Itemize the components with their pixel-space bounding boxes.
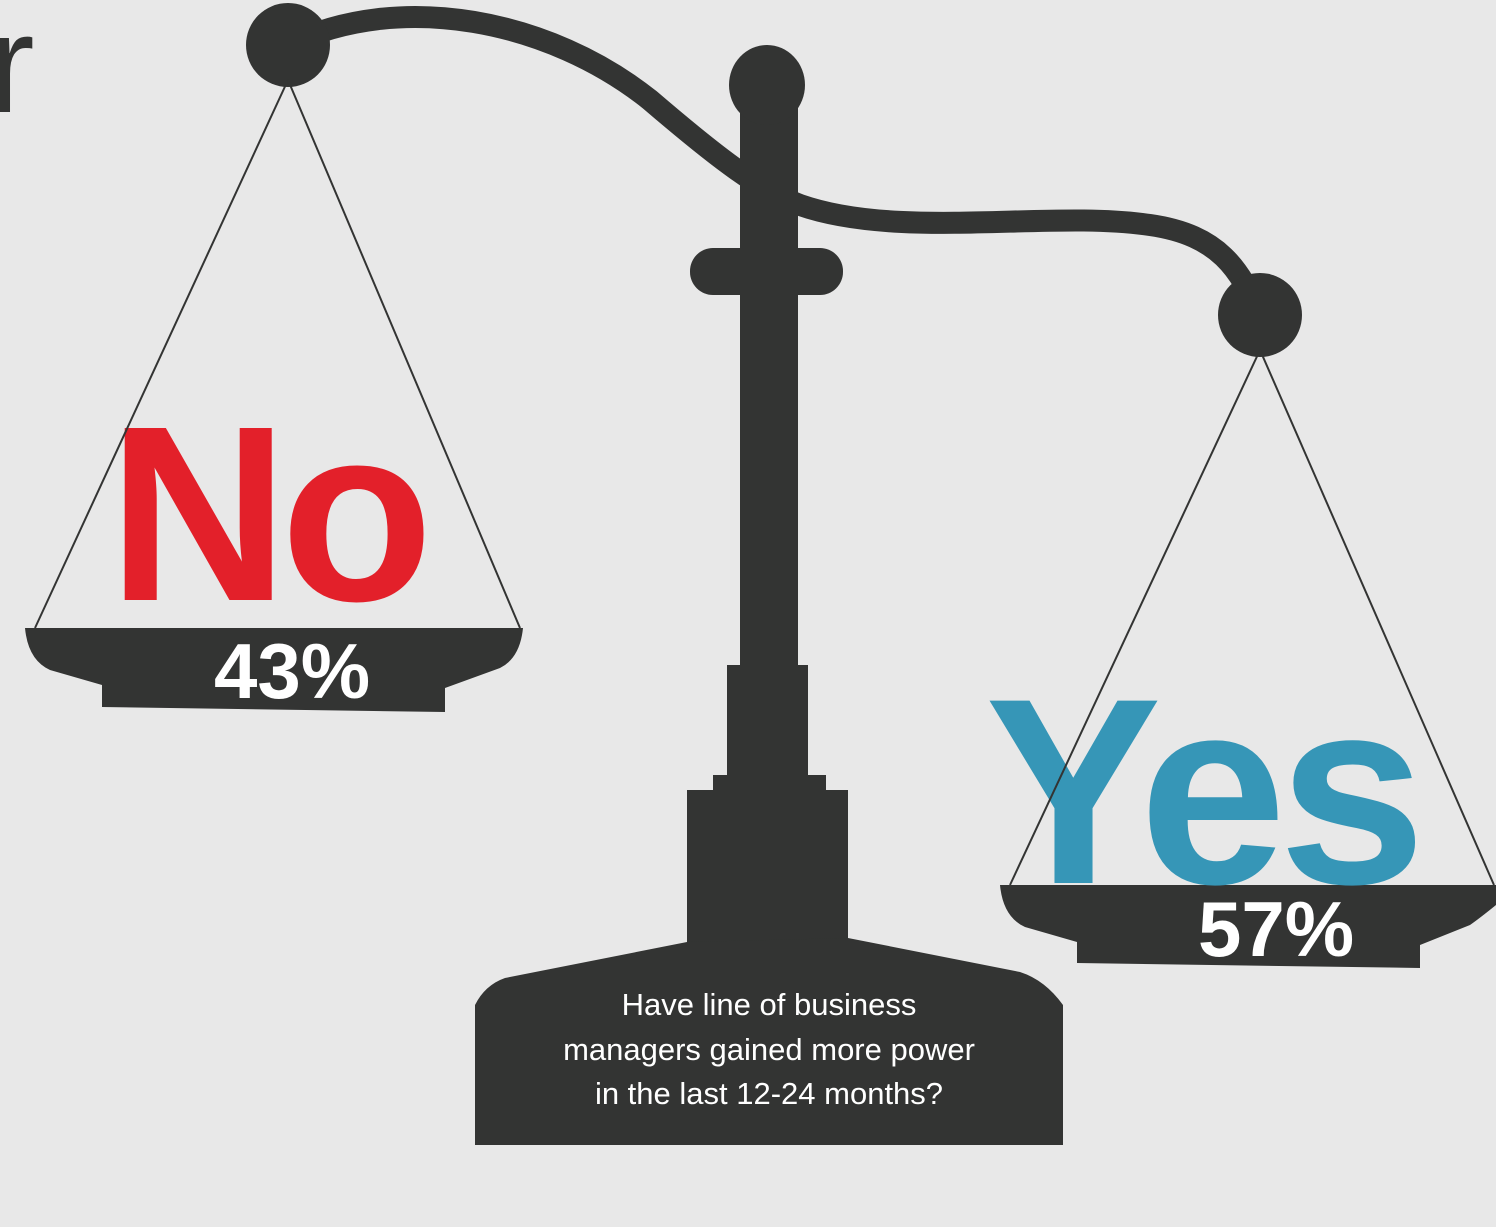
pole-step [727,665,808,785]
left-ball [246,3,330,87]
question-line: managers gained more power [563,1032,975,1067]
yes-percent: 57% [1198,885,1354,973]
right-ball [1218,273,1302,357]
question-line: Have line of business [622,987,917,1022]
pole-step [687,790,848,950]
page: r No 43% Yes 57% Have line of business m… [0,0,1496,1227]
pole-collar [690,248,843,295]
question-line: in the last 12-24 months? [595,1076,943,1111]
no-percent: 43% [214,627,370,715]
pole-knob [729,45,805,125]
no-label: No [108,374,425,653]
infographic: r No 43% Yes 57% Have line of business m… [0,0,1496,1227]
cropped-title-fragment: r [0,0,35,142]
scale-pole [740,85,798,675]
